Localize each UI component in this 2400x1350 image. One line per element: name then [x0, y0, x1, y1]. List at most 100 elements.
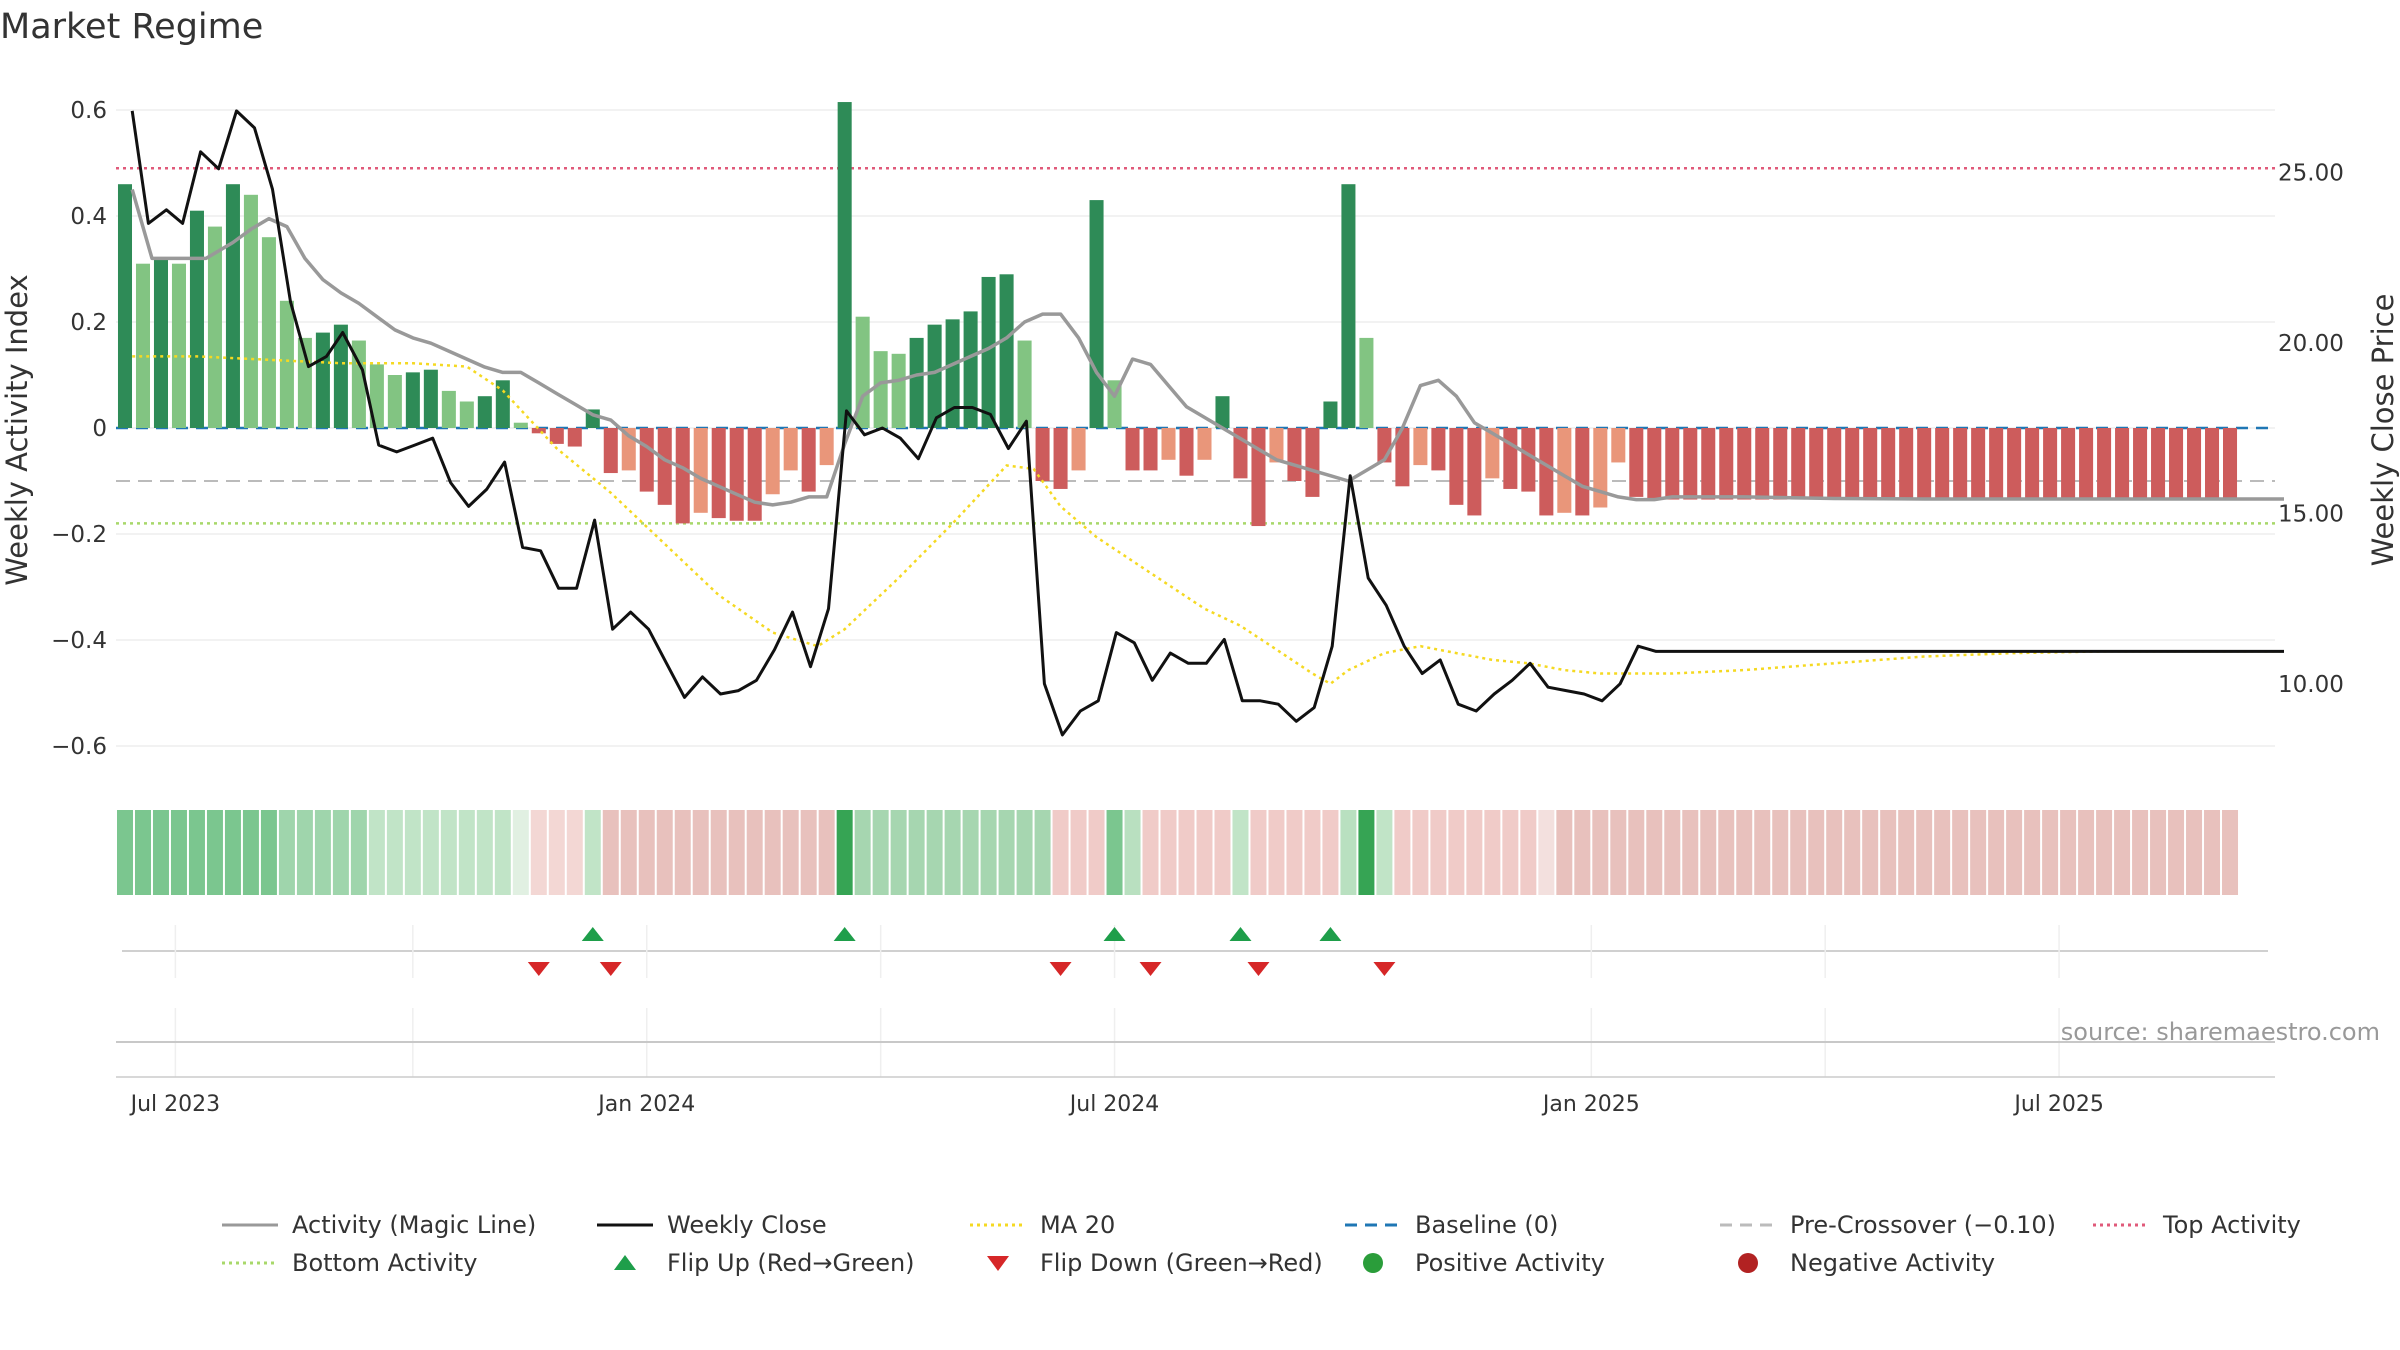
flip-markers-panel: [122, 925, 2268, 978]
x-tick-label: Jan 2024: [596, 1092, 695, 1117]
regime-cell: [2060, 810, 2077, 895]
regime-cell: [1916, 810, 1933, 895]
x-tick-label: Jul 2025: [2012, 1092, 2104, 1117]
regime-cell: [710, 810, 727, 895]
regime-cell: [1970, 810, 1987, 895]
regime-cell: [1412, 810, 1429, 895]
regime-cell: [1160, 810, 1177, 895]
regime-cell: [1448, 810, 1465, 895]
regime-cell: [2222, 810, 2239, 895]
regime-cell: [1250, 810, 1267, 895]
activity-bar: [1755, 428, 1770, 500]
regime-cell: [728, 810, 745, 895]
y-left-tick-label: −0.4: [51, 628, 107, 654]
regime-cell: [117, 810, 133, 895]
regime-cell: [152, 810, 169, 895]
activity-bar: [819, 428, 834, 466]
y-axis-left-ticks: 0.6 0.4 0.2 0 −0.2 −0.4 −0.6: [51, 98, 107, 760]
regime-cell: [512, 810, 529, 895]
regime-cell: [2204, 810, 2221, 895]
activity-bar: [531, 428, 546, 434]
activity-bar: [1215, 396, 1230, 428]
regime-cell: [2096, 810, 2113, 895]
activity-bar: [1287, 428, 1302, 481]
legend-item: Top Activity: [2093, 1211, 2301, 1239]
regime-cell: [296, 810, 313, 895]
activity-bar: [873, 351, 888, 428]
activity-bar: [657, 428, 672, 505]
regime-cell: [134, 810, 151, 895]
activity-bar: [1359, 337, 1374, 428]
regime-cell: [2078, 810, 2095, 895]
activity-bar: [1827, 428, 1842, 500]
y-left-tick-label: −0.2: [51, 522, 107, 548]
regime-cell: [638, 810, 655, 895]
x-tick-label: Jul 2024: [1068, 1092, 1160, 1117]
reference-lines: [116, 167, 2275, 525]
regime-cell: [872, 810, 889, 895]
activity-bar: [1791, 428, 1806, 500]
activity-bar: [1863, 428, 1878, 500]
regime-cell: [260, 810, 277, 895]
activity-bar: [1251, 428, 1266, 527]
regime-cell: [1232, 810, 1249, 895]
legend-label: Negative Activity: [1790, 1249, 1995, 1277]
activity-bar: [639, 428, 654, 492]
regime-cell: [1520, 810, 1537, 895]
regime-cell: [332, 810, 349, 895]
regime-cell: [656, 810, 673, 895]
activity-bar: [387, 375, 402, 428]
legend-item: Negative Activity: [1738, 1249, 1995, 1277]
y-left-tick-label: 0.2: [70, 310, 107, 336]
activity-bar: [855, 316, 870, 428]
activity-bar: [405, 372, 420, 428]
activity-bar: [1413, 428, 1428, 466]
activity-bar: [135, 263, 151, 428]
regime-cell: [1700, 810, 1717, 895]
regime-cell: [368, 810, 385, 895]
regime-cell: [1088, 810, 1105, 895]
activity-bar: [2043, 428, 2058, 500]
flip-up-marker: [833, 927, 856, 941]
regime-cell: [926, 810, 943, 895]
regime-cell: [1376, 810, 1393, 895]
activity-bar: [2133, 428, 2148, 500]
regime-cell: [1772, 810, 1789, 895]
activity-bar: [747, 428, 762, 521]
regime-cell: [1466, 810, 1483, 895]
regime-cell: [1340, 810, 1357, 895]
regime-cell: [404, 810, 421, 895]
legend: Activity (Magic Line) Weekly Close MA 20 Ba…: [222, 1211, 2301, 1277]
y-right-tick-label: 15.00: [2278, 501, 2344, 527]
legend-label: Positive Activity: [1415, 1249, 1605, 1277]
bottom-panel: [116, 1008, 2275, 1078]
regime-cell: [1574, 810, 1591, 895]
activity-bar: [1971, 428, 1986, 500]
activity-bar: [567, 428, 582, 447]
activity-bar: [1503, 428, 1518, 489]
activity-bar: [963, 311, 978, 428]
activity-bar: [1467, 428, 1482, 516]
ma20-line: [132, 355, 2284, 686]
activity-bar: [1305, 428, 1320, 497]
activity-bar: [1917, 428, 1932, 500]
activity-bar: [1125, 428, 1140, 471]
activity-bar: [243, 194, 258, 428]
activity-bar: [2061, 428, 2076, 500]
legend-item: Baseline (0): [1345, 1211, 1558, 1239]
activity-bar: [549, 428, 564, 444]
activity-bar: [1071, 428, 1086, 471]
regime-cell: [1610, 810, 1627, 895]
activity-bar: [801, 428, 816, 492]
activity-bar: [999, 274, 1014, 428]
regime-cell: [2114, 810, 2131, 895]
activity-bar: [459, 401, 474, 428]
legend-label: Bottom Activity: [292, 1249, 477, 1277]
flip-up-marker: [1229, 927, 1252, 941]
activity-bar: [117, 184, 133, 428]
legend-item: Weekly Close: [597, 1211, 827, 1239]
activity-bar: [783, 428, 798, 471]
activity-bar: [1989, 428, 2004, 500]
regime-cell: [1196, 810, 1213, 895]
x-tick-label: Jan 2025: [1541, 1092, 1640, 1117]
